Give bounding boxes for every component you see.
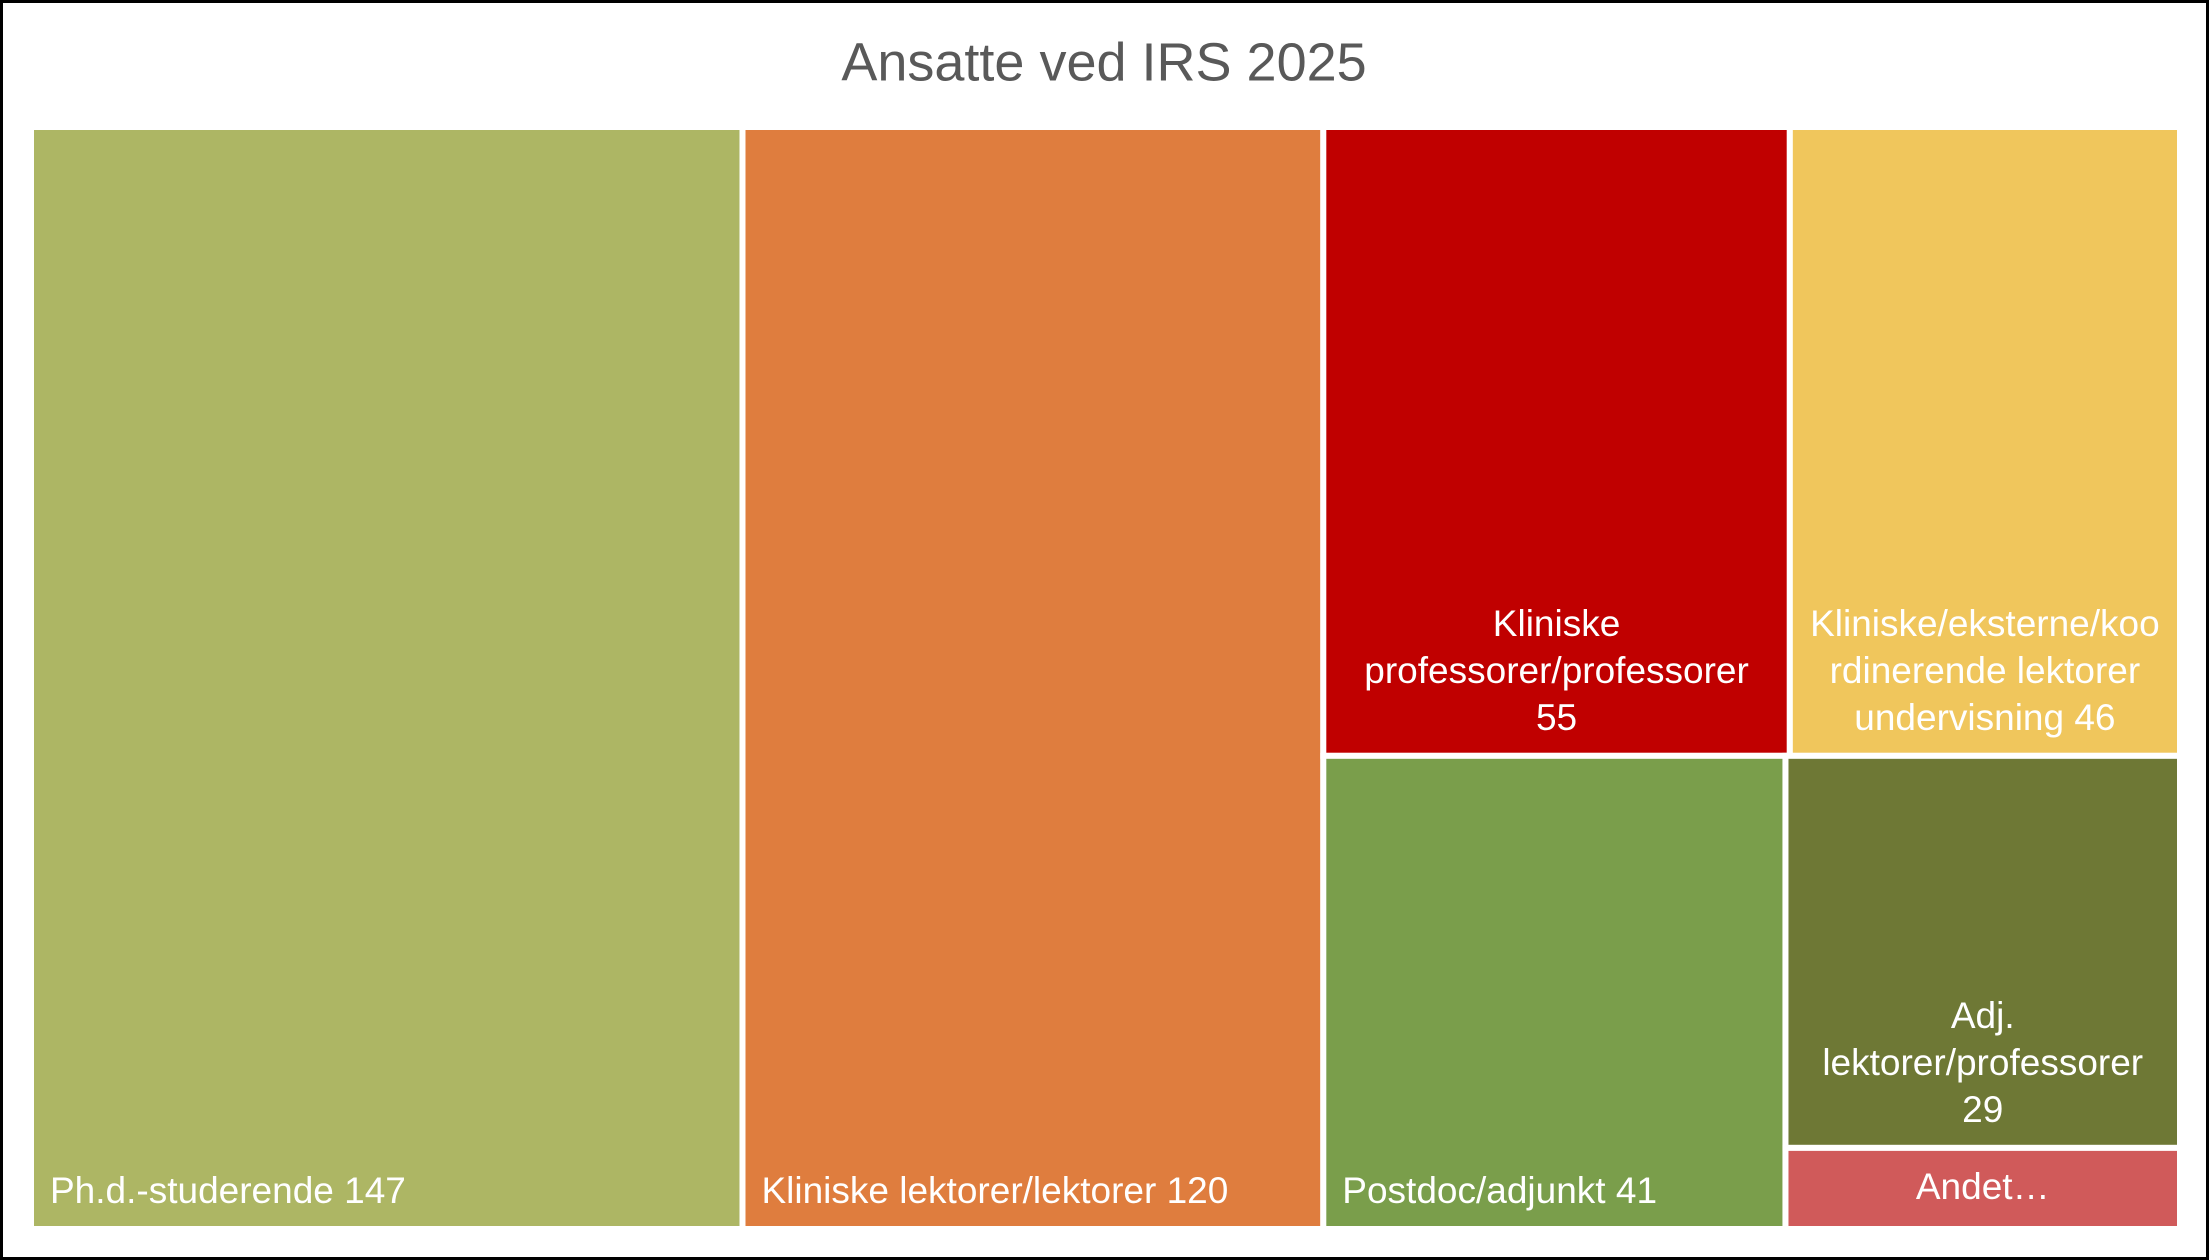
tile-label: Kliniske lektorer/lektorer 120	[745, 130, 1320, 1226]
tile-label: Ph.d.-studerende 147	[34, 130, 739, 1226]
value-label: 55	[1535, 696, 1578, 738]
tile-label-box: Andet…	[1788, 1151, 2177, 1226]
tile-label: Kliniske professorer/professorer 55	[1326, 130, 1787, 753]
value-label: 46	[2074, 696, 2116, 738]
value-label: 29	[1962, 1088, 2004, 1130]
treemap-tile	[1782, 1144, 2184, 1233]
treemap-tile	[1782, 752, 2184, 1151]
tile-label: Adj. lektorer/professorer 29	[1788, 759, 2177, 1145]
label-line: Kliniske professorer/professorer 55	[1342, 600, 1771, 741]
label-line: Kliniske lektorer/lektorer 120	[761, 1167, 1304, 1214]
tile-label: Postdoc/adjunkt 41	[1326, 759, 1782, 1226]
value-label: 147	[344, 1170, 406, 1211]
treemap-tile	[1320, 124, 1793, 759]
tile-label-box: Kliniske/eksterne/koordinerende lektorer…	[1793, 130, 2177, 753]
treemap-tile	[1320, 752, 1789, 1232]
category-label: Ph.d.-studerende	[50, 1170, 334, 1211]
tile-label-box: Ph.d.-studerende 147	[34, 130, 739, 1226]
treemap-tile	[739, 124, 1327, 1232]
value-label: 41	[1615, 1169, 1658, 1211]
tile-label-box: Kliniske lektorer/lektorer 120	[745, 130, 1320, 1226]
tile-label-box: Kliniske professorer/professorer 55	[1326, 130, 1787, 753]
chart-title: Ansatte ved IRS 2025	[841, 32, 1366, 92]
label-line: Adj. lektorer/professorer 29	[1804, 992, 2161, 1133]
label-line: Ph.d.-studerende 147	[50, 1167, 723, 1214]
tile-label-box: Adj. lektorer/professorer 29	[1788, 759, 2177, 1145]
category-label: Postdoc/adjunkt	[1342, 1169, 1606, 1211]
treemap-tile	[28, 124, 746, 1232]
label-line: Andet…	[1804, 1163, 2161, 1210]
tile-label: Andet…	[1788, 1151, 2177, 1226]
category-label: Kliniske/eksterne/koordinerende lektorer…	[1810, 602, 2160, 738]
category-label: Kliniske lektorer/lektorer	[761, 1170, 1157, 1211]
label-line: Kliniske/eksterne/koordinerende lektorer…	[1809, 600, 2161, 741]
value-label: 120	[1166, 1170, 1229, 1211]
tile-label-box: Postdoc/adjunkt 41	[1326, 759, 1782, 1226]
label-line: Postdoc/adjunkt 41	[1342, 1167, 1766, 1214]
category-label: Adj. lektorer/professorer	[1822, 994, 2144, 1083]
treemap-tile	[1786, 124, 2183, 759]
category-label: Kliniske professorer/professorer	[1364, 602, 1749, 691]
tile-label: Kliniske/eksterne/koordinerende lektorer…	[1793, 130, 2177, 753]
category-label: Andet…	[1915, 1165, 2050, 1207]
